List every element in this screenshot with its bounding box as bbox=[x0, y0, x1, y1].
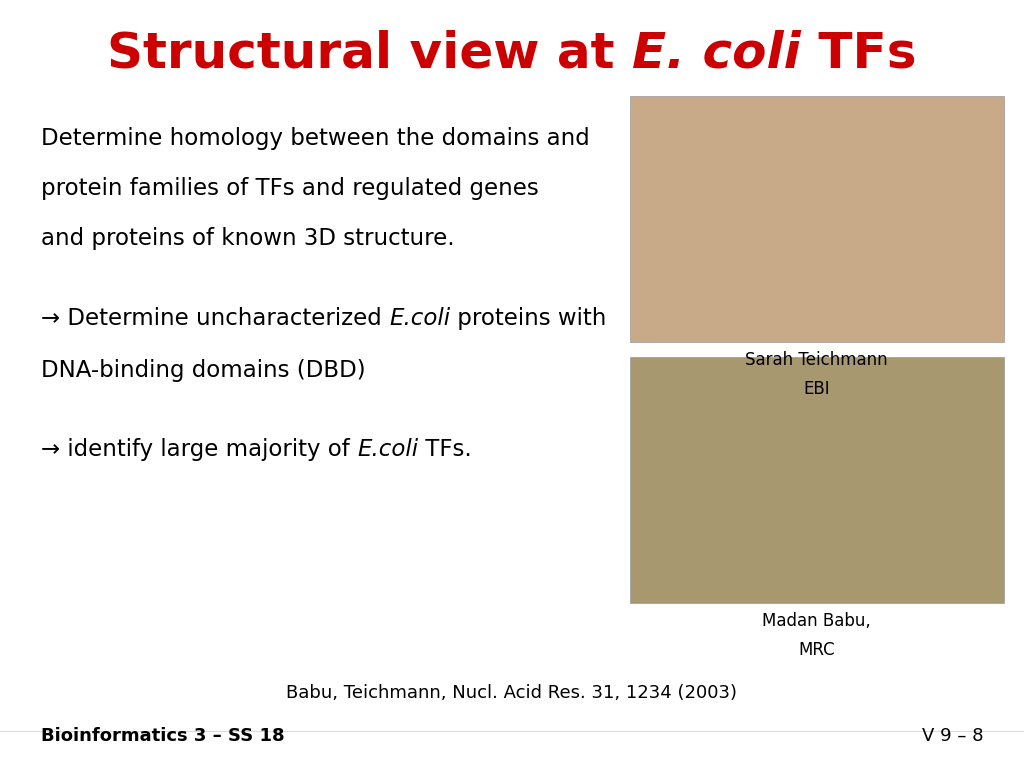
Text: Bioinformatics 3 – SS 18: Bioinformatics 3 – SS 18 bbox=[41, 727, 285, 745]
Text: E.coli: E.coli bbox=[389, 307, 451, 330]
Text: and proteins of known 3D structure.: and proteins of known 3D structure. bbox=[41, 227, 455, 250]
Text: proteins with: proteins with bbox=[451, 307, 606, 330]
Text: EBI: EBI bbox=[803, 380, 830, 398]
Text: V 9 – 8: V 9 – 8 bbox=[922, 727, 983, 745]
Text: DNA-binding domains (DBD): DNA-binding domains (DBD) bbox=[41, 359, 366, 382]
Text: Sarah Teichmann: Sarah Teichmann bbox=[745, 351, 888, 369]
Text: TFs: TFs bbox=[801, 30, 916, 78]
Text: Madan Babu,: Madan Babu, bbox=[762, 612, 871, 630]
Text: TFs.: TFs. bbox=[418, 438, 472, 461]
Text: → identify large majority of: → identify large majority of bbox=[41, 438, 357, 461]
Text: MRC: MRC bbox=[799, 641, 835, 659]
Text: Babu, Teichmann, Nucl. Acid Res. 31, 1234 (2003): Babu, Teichmann, Nucl. Acid Res. 31, 123… bbox=[287, 684, 737, 701]
Text: E.coli: E.coli bbox=[357, 438, 418, 461]
Text: → Determine uncharacterized: → Determine uncharacterized bbox=[41, 307, 389, 330]
Text: Determine homology between the domains and: Determine homology between the domains a… bbox=[41, 127, 590, 150]
Text: E. coli: E. coli bbox=[632, 30, 801, 78]
FancyBboxPatch shape bbox=[630, 96, 1004, 342]
Text: Structural view at: Structural view at bbox=[108, 30, 632, 78]
Text: protein families of TFs and regulated genes: protein families of TFs and regulated ge… bbox=[41, 177, 539, 200]
FancyBboxPatch shape bbox=[630, 357, 1004, 603]
